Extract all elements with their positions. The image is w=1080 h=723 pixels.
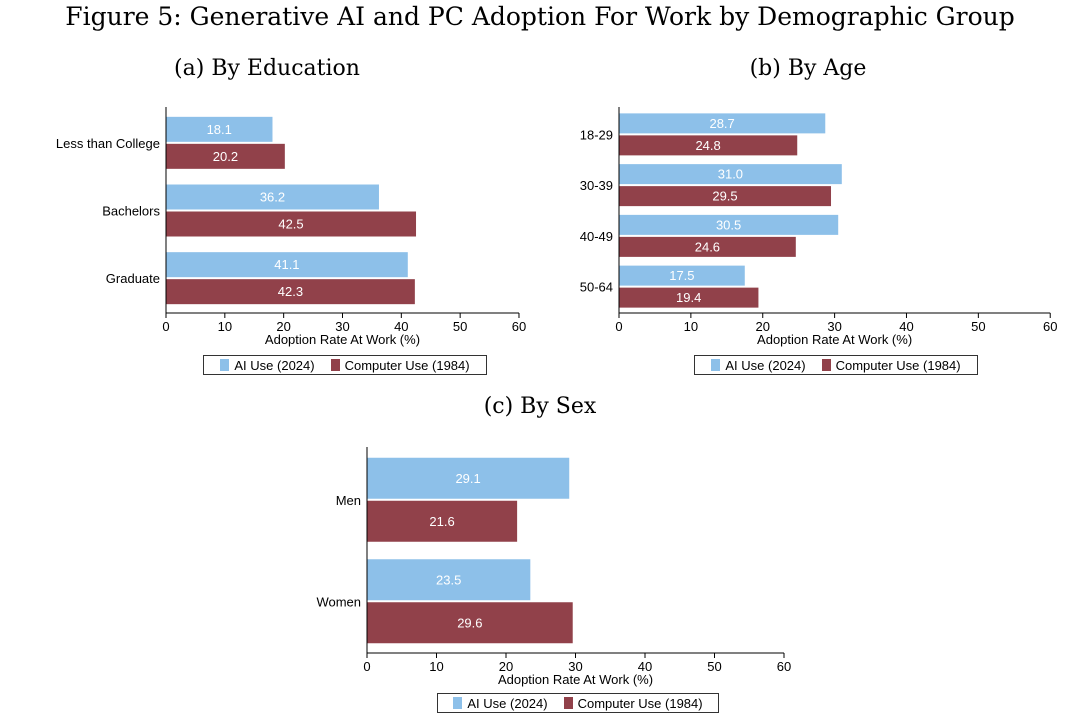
bar-value-label: 19.4	[676, 290, 701, 305]
category-label: Bachelors	[102, 204, 160, 219]
bar-18-29-ai	[619, 113, 826, 134]
bar-value-label: 42.5	[278, 217, 303, 232]
x-tick-label: 30	[827, 319, 841, 334]
x-tick-label: 40	[899, 319, 913, 334]
bar-40-49-pc	[619, 236, 796, 257]
bar-men-pc	[367, 500, 518, 542]
bar-value-label: 24.8	[695, 138, 720, 153]
chart-education: 18.1 20.2 Less than College 36.2 42.5 Bachelo…	[56, 107, 526, 347]
legend-age: AI Use (2024) Computer Use (1984)	[694, 355, 978, 375]
bar-value-label: 23.5	[436, 572, 461, 587]
x-tick-label: 50	[453, 319, 467, 334]
bar-less-than-college-ai	[166, 116, 273, 142]
x-tick-label: 10	[218, 319, 232, 334]
bar-bachelors-ai	[166, 184, 379, 210]
legend-item-pc: Computer Use (1984)	[330, 357, 470, 373]
legend-swatch-pc	[821, 359, 831, 371]
x-tick-label: 20	[276, 319, 290, 334]
bar-women-pc	[367, 602, 573, 644]
x-tick-label: 30	[568, 659, 582, 674]
bar-graduate-ai	[166, 252, 408, 278]
bar-18-29-pc	[619, 135, 798, 156]
panel-a-title: (a) By Education	[174, 56, 360, 81]
legend-label-ai: AI Use (2024)	[467, 695, 548, 711]
category-label: 30-39	[580, 178, 613, 193]
x-axis-label: Adoption Rate At Work (%)	[498, 672, 653, 687]
x-tick-label: 60	[512, 319, 526, 334]
chart-sex: 29.1 21.6 Men 23.5 29.6 Women 0 10 20 30 40 50 60 Ado…	[316, 447, 791, 687]
bar-50-64-pc	[619, 287, 759, 308]
bar-value-label: 21.6	[429, 514, 454, 529]
legend-label-ai: AI Use (2024)	[725, 357, 806, 373]
x-tick-label: 30	[335, 319, 349, 334]
legend-item-ai: AI Use (2024)	[453, 695, 548, 711]
category-label: Women	[316, 594, 361, 609]
x-tick-label: 40	[394, 319, 408, 334]
x-axis-label: Adoption Rate At Work (%)	[757, 332, 912, 347]
bar-value-label: 24.6	[695, 239, 720, 254]
x-tick-label: 0	[615, 319, 622, 334]
bar-30-39-ai	[619, 164, 842, 185]
bar-value-label: 20.2	[213, 149, 238, 164]
x-axis-label: Adoption Rate At Work (%)	[265, 332, 420, 347]
x-tick-label: 20	[499, 659, 513, 674]
bar-bachelors-pc	[166, 211, 417, 237]
legend-item-ai: AI Use (2024)	[220, 357, 315, 373]
legend-label-pc: Computer Use (1984)	[835, 357, 961, 373]
bar-men-ai	[367, 457, 570, 499]
bar-value-label: 41.1	[274, 257, 299, 272]
bar-value-label: 31.0	[718, 167, 743, 182]
x-tick-label: 50	[707, 659, 721, 674]
panel-c-title: (c) By Sex	[483, 394, 597, 419]
legend-swatch-ai	[220, 359, 230, 371]
legend-label-ai: AI Use (2024)	[234, 357, 315, 373]
x-tick-label: 50	[971, 319, 985, 334]
x-tick-label: 60	[777, 659, 791, 674]
bar-value-label: 18.1	[207, 122, 232, 137]
x-tick-label: 60	[1043, 319, 1057, 334]
legend-item-pc: Computer Use (1984)	[563, 695, 703, 711]
legend-item-pc: Computer Use (1984)	[821, 357, 961, 373]
category-label: 40-49	[580, 229, 613, 244]
legend-education: AI Use (2024) Computer Use (1984)	[203, 355, 487, 375]
x-tick-label: 0	[363, 659, 370, 674]
x-tick-label: 0	[162, 319, 169, 334]
chart-age: 28.7 24.8 18-29 31.0 29.5 30-39 30.5 24.6 40-49 1…	[580, 107, 1057, 347]
category-label: Men	[336, 493, 361, 508]
category-label: 50-64	[580, 280, 613, 295]
x-tick-label: 40	[638, 659, 652, 674]
x-tick-label: 10	[684, 319, 698, 334]
bar-value-label: 29.5	[712, 189, 737, 204]
bar-value-label: 30.5	[716, 217, 741, 232]
bar-less-than-college-pc	[166, 143, 285, 169]
bar-40-49-ai	[619, 214, 839, 235]
x-tick-label: 20	[756, 319, 770, 334]
bar-value-label: 42.3	[278, 284, 303, 299]
legend-label-pc: Computer Use (1984)	[577, 695, 703, 711]
bar-value-label: 17.5	[669, 268, 694, 283]
panel-b-title: (b) By Age	[749, 56, 867, 81]
bar-50-64-ai	[619, 265, 745, 286]
x-tick-label: 10	[429, 659, 443, 674]
bar-women-ai	[367, 559, 531, 601]
bar-value-label: 36.2	[260, 190, 285, 205]
category-label: 18-29	[580, 127, 613, 142]
legend-swatch-ai	[711, 359, 721, 371]
category-label: Graduate	[106, 271, 160, 286]
category-label: Less than College	[56, 136, 160, 151]
bar-value-label: 29.6	[457, 615, 482, 630]
bar-30-39-pc	[619, 186, 832, 207]
legend-sex: AI Use (2024) Computer Use (1984)	[437, 693, 719, 713]
legend-swatch-pc	[330, 359, 340, 371]
legend-swatch-pc	[563, 697, 573, 709]
figure-title: Figure 5: Generative AI and PC Adoption …	[65, 2, 1015, 31]
bar-value-label: 28.7	[709, 116, 734, 131]
bar-graduate-pc	[166, 279, 415, 305]
legend-swatch-ai	[453, 697, 463, 709]
legend-label-pc: Computer Use (1984)	[344, 357, 470, 373]
bar-value-label: 29.1	[455, 471, 480, 486]
legend-item-ai: AI Use (2024)	[711, 357, 806, 373]
